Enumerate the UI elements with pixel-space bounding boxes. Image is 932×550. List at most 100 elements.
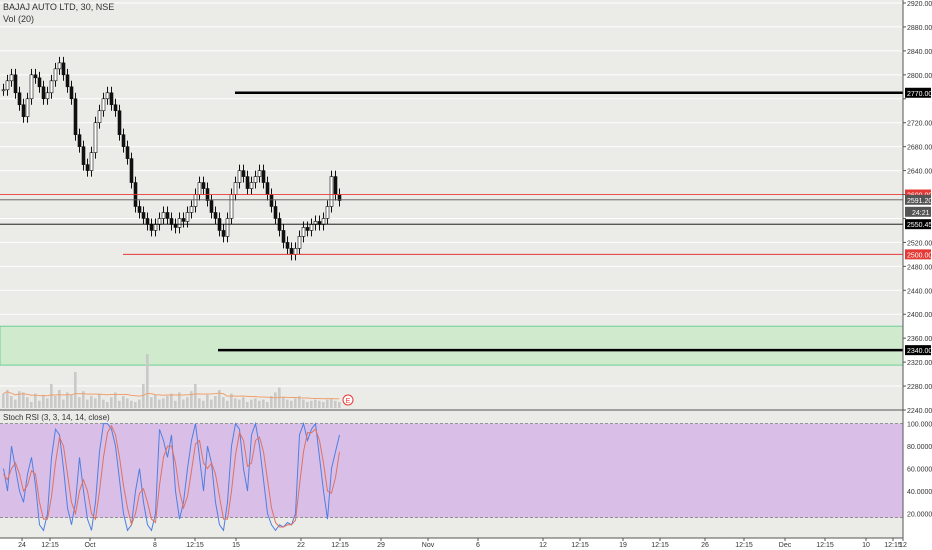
candle-body <box>85 164 90 171</box>
volume-bar <box>158 399 161 408</box>
volume-bar <box>186 397 189 408</box>
volume-bar <box>262 399 265 408</box>
volume-bar <box>182 399 185 408</box>
stoch-tick-label: 80.0000 <box>907 444 932 451</box>
candle-body <box>81 146 86 165</box>
time-tick-label: Oct <box>85 542 96 549</box>
time-tick-label: 12:15 <box>571 542 589 549</box>
volume-bar <box>266 402 269 408</box>
volume-bar <box>150 397 153 408</box>
volume-bar <box>326 399 329 408</box>
volume-bar <box>162 398 165 408</box>
volume-bar <box>106 402 109 408</box>
volume-bar <box>178 392 181 408</box>
volume-legend[interactable]: Vol (20) <box>3 14 35 24</box>
price-label-text: 2770.00 <box>907 91 932 98</box>
candle-body <box>105 92 110 100</box>
volume-bar <box>166 396 169 408</box>
time-tick-label: 8 <box>153 542 157 549</box>
candle-body <box>293 248 298 255</box>
candle-body <box>297 236 302 249</box>
volume-pane <box>2 354 341 408</box>
price-label-text: 2500.00 <box>907 252 932 259</box>
time-tick-label: 10 <box>862 542 870 549</box>
candle-body <box>149 224 154 231</box>
volume-bar <box>290 400 293 408</box>
candle-body <box>113 104 118 112</box>
candle-body <box>61 62 66 76</box>
price-tick-label: 2720.00 <box>907 121 932 128</box>
volume-bar <box>54 396 57 408</box>
candle-body <box>73 98 78 135</box>
candle-body <box>193 194 198 207</box>
time-tick-label: 15 <box>232 542 240 549</box>
earnings-badge[interactable]: E <box>342 394 354 406</box>
volume-bar <box>170 393 173 408</box>
candle-body <box>5 80 10 91</box>
volume-bar <box>58 390 61 408</box>
time-tick-label: 6 <box>476 542 480 549</box>
volume-bar <box>38 400 41 408</box>
volume-bar <box>242 397 245 408</box>
volume-bar <box>2 393 5 408</box>
candle-body <box>225 218 230 237</box>
candle-body <box>145 218 150 225</box>
volume-bar <box>174 400 177 408</box>
candle-body <box>309 224 314 231</box>
candle-body <box>53 68 58 82</box>
candle-body <box>69 86 74 100</box>
volume-bar <box>62 399 65 408</box>
volume-bar <box>318 400 321 408</box>
price-label-text: 2591.20 <box>907 198 932 205</box>
volume-bar <box>226 400 229 408</box>
volume-bar <box>258 400 261 408</box>
volume-bar <box>130 400 133 408</box>
candle-body <box>21 104 26 118</box>
candle-body <box>325 206 330 219</box>
earnings-circle <box>342 394 354 406</box>
candle-body <box>129 158 134 183</box>
candle-body <box>37 77 42 88</box>
candle-body <box>109 92 114 106</box>
candle-body <box>269 194 274 207</box>
candle-body <box>229 194 234 219</box>
volume-bar <box>218 390 221 408</box>
price-tick-label: 2280.00 <box>907 384 932 391</box>
volume-bar <box>338 402 341 408</box>
volume-bar <box>154 394 157 408</box>
candle-body <box>213 212 218 219</box>
volume-bar <box>214 396 217 408</box>
volume-bar <box>146 354 149 408</box>
time-tick-label: 29 <box>377 542 385 549</box>
volume-bar <box>118 400 121 408</box>
horizontal-lines[interactable] <box>0 91 903 352</box>
candle-body <box>177 218 182 228</box>
candle-body <box>245 176 250 189</box>
volume-bar <box>6 390 9 408</box>
candle-body <box>137 206 142 213</box>
price-label-bg <box>905 219 931 230</box>
candle-body <box>101 98 106 112</box>
price-tick-label: 2360.00 <box>907 336 932 343</box>
candle-body <box>141 212 146 219</box>
volume-bar <box>74 372 77 408</box>
symbol-title[interactable]: BAJAJ AUTO LTD, 30, NSE <box>3 2 115 12</box>
candle-body <box>233 182 238 195</box>
candle-body <box>209 200 214 213</box>
candle-body <box>65 74 70 88</box>
volume-bar <box>14 399 17 408</box>
volume-bar <box>82 391 85 408</box>
stoch-tick-label: 100.0000 <box>907 422 932 429</box>
stoch-d-line <box>3 424 340 528</box>
candle-body <box>93 122 98 153</box>
candle-body <box>201 182 206 189</box>
price-tick-label: 2800.00 <box>907 73 932 80</box>
price-tick-label: 2840.00 <box>907 49 932 56</box>
candle-body <box>17 92 22 106</box>
candle-body <box>285 242 290 249</box>
volume-bar <box>66 392 69 408</box>
volume-bar <box>250 399 253 408</box>
candle-body <box>257 170 262 177</box>
stoch-rsi-legend[interactable]: Stoch RSI (3, 3, 14, 14, close) <box>3 413 110 422</box>
